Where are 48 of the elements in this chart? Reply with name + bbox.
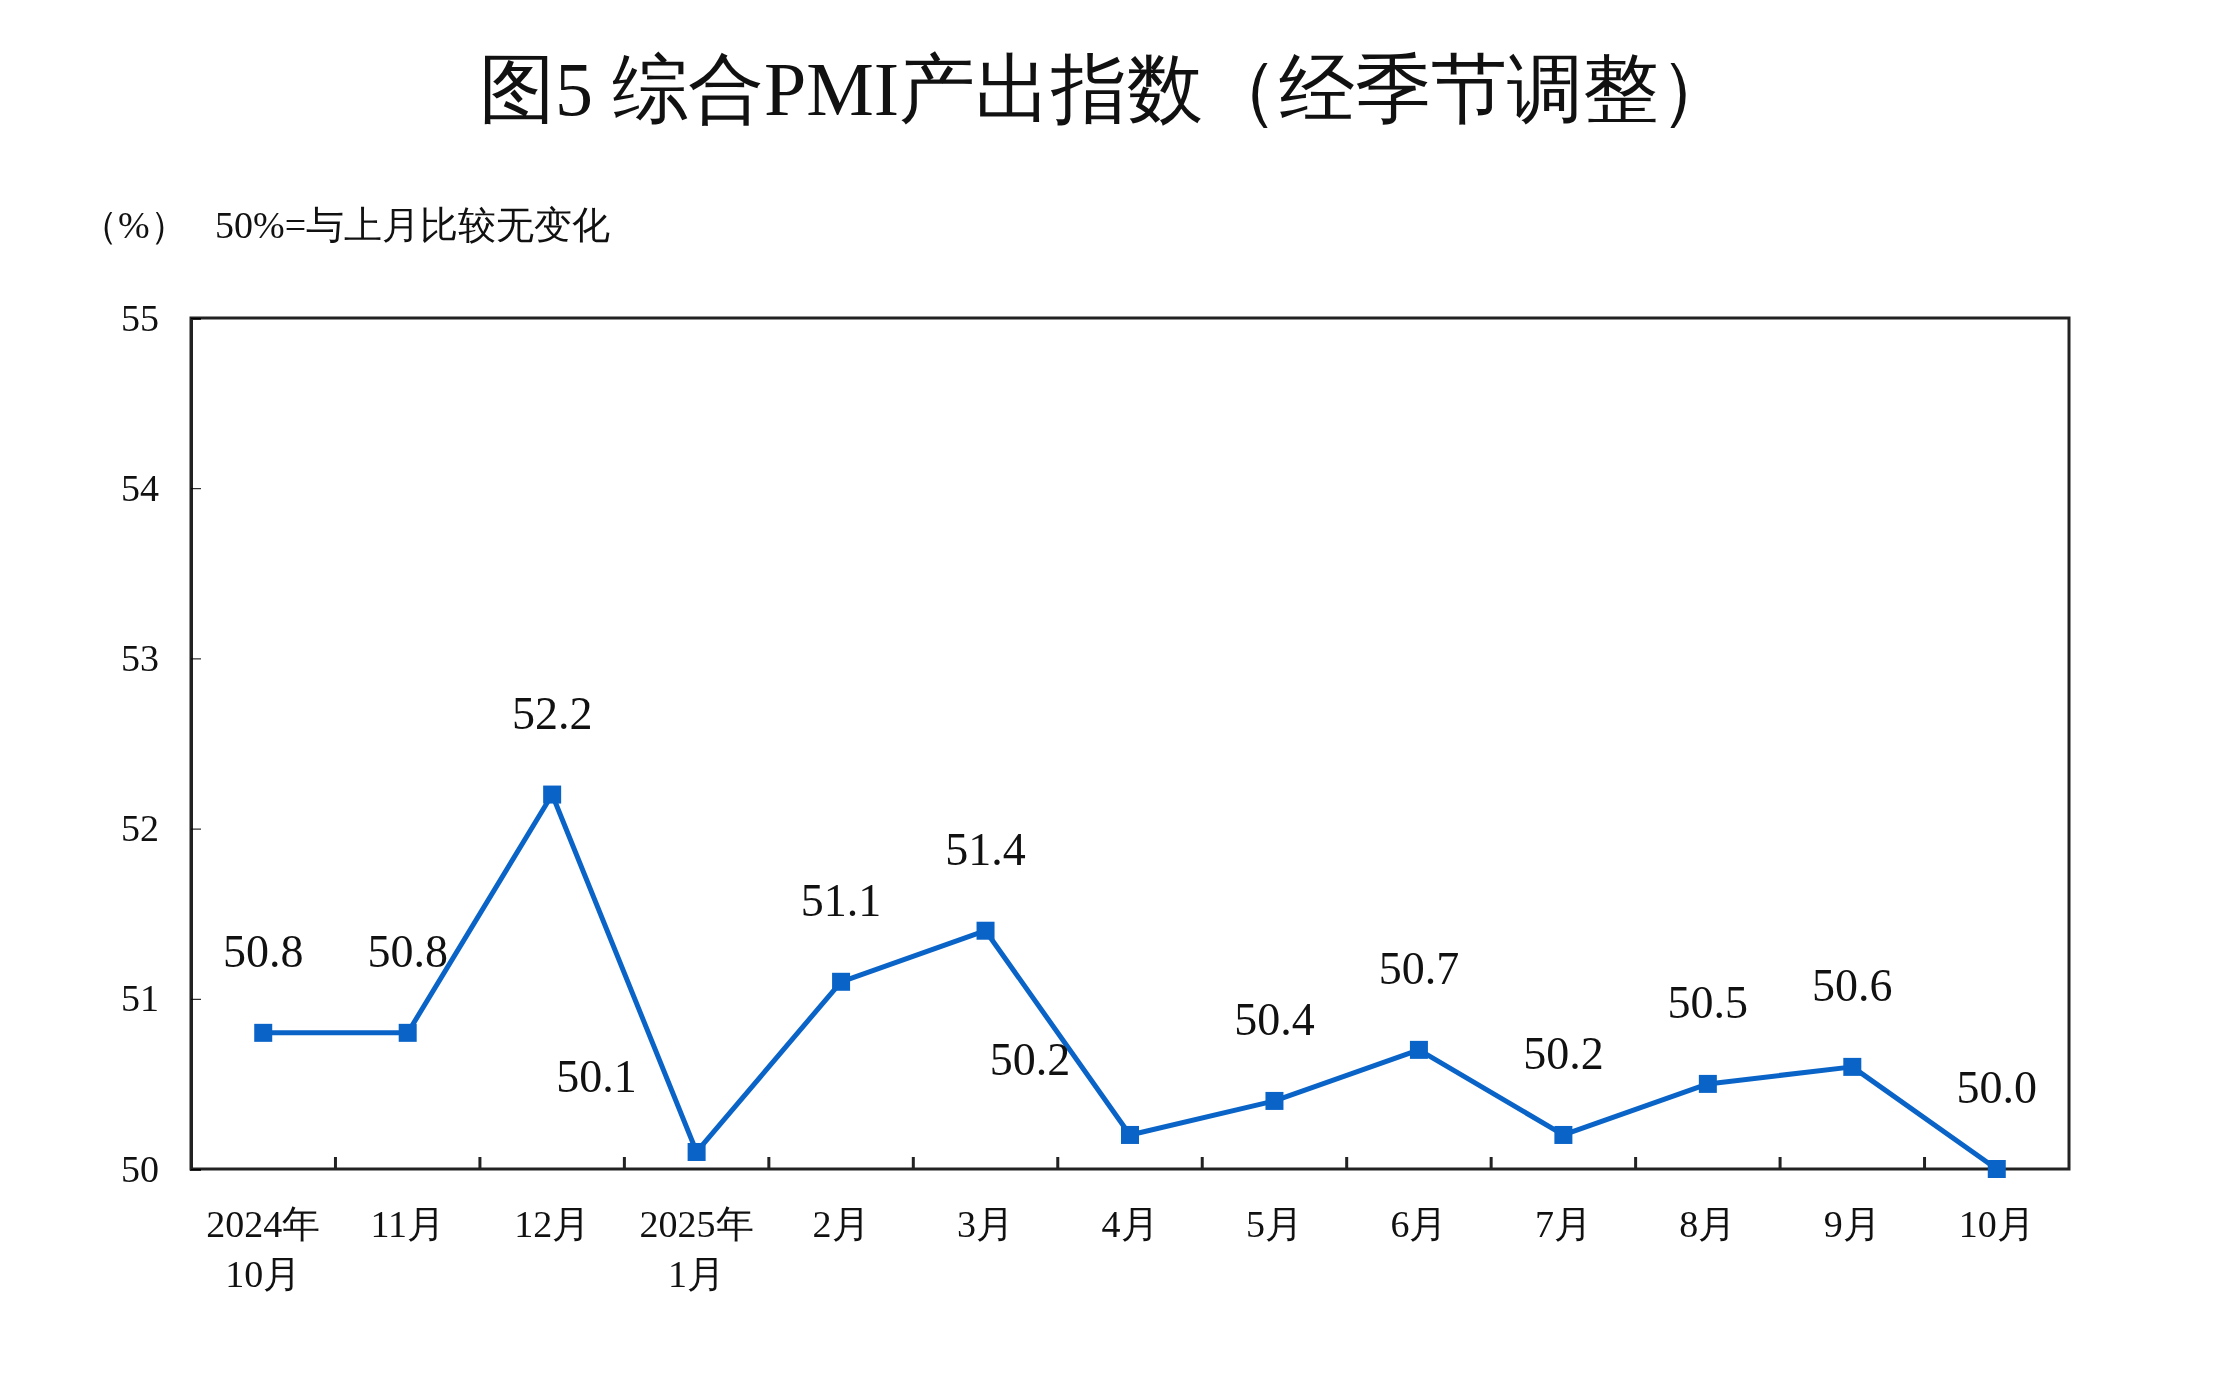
text: 50%=与上月比较无变化 xyxy=(215,204,611,246)
point xyxy=(543,785,562,804)
x-tick-label: 9月 xyxy=(1823,1203,1881,1245)
data-label: 51.1 xyxy=(800,874,882,926)
data-label: 51.4 xyxy=(945,823,1026,875)
point xyxy=(254,1023,273,1042)
data-label: 50.8 xyxy=(222,925,304,977)
x-tick-label: 5月 xyxy=(1245,1203,1303,1245)
point xyxy=(976,921,995,940)
x-tick-label: 11月 xyxy=(370,1203,445,1245)
x-tick-label: 2月 xyxy=(812,1203,870,1245)
x-tick-label: 3月 xyxy=(957,1203,1015,1245)
x-tick-label: 8月 xyxy=(1679,1203,1737,1245)
data-label: 50.6 xyxy=(1812,959,1893,1011)
x-tick-label: 10月 xyxy=(1958,1203,2035,1245)
y-axis-title: （%） xyxy=(80,204,188,246)
data-label: 50.2 xyxy=(1523,1027,1604,1079)
x-tick-label: 7月 xyxy=(1534,1203,1592,1245)
point xyxy=(1121,1125,1139,1144)
point xyxy=(1265,1091,1284,1110)
point xyxy=(1843,1057,1862,1076)
x-tick-label: 4月 xyxy=(1101,1203,1159,1245)
point xyxy=(1987,1160,2006,1178)
point xyxy=(1409,1040,1428,1059)
y-tick-label: 50 xyxy=(121,1147,159,1190)
y-tick-label: 51 xyxy=(121,977,159,1020)
data-label: 52.2 xyxy=(511,687,593,739)
y-tick-label: 53 xyxy=(121,637,159,680)
y-tick-label: 54 xyxy=(121,466,159,509)
point xyxy=(1554,1125,1573,1144)
point xyxy=(832,972,851,991)
data-label: 50.2 xyxy=(989,1033,1071,1085)
x-tick-label: 2025年 1月 xyxy=(639,1203,754,1295)
x-tick-label: 6月 xyxy=(1390,1203,1448,1245)
chart-title: 图5 综合PMI产出指数（经季节调整） xyxy=(478,47,1736,131)
y-tick-label: 52 xyxy=(121,807,159,850)
data-label: 50.5 xyxy=(1667,976,1749,1028)
data-label: 50.8 xyxy=(367,925,448,977)
x-tick-label: 12月 xyxy=(514,1203,591,1245)
data-label: 50.4 xyxy=(1234,993,1315,1045)
point xyxy=(398,1023,417,1042)
x-tick-label: 2024年 10月 xyxy=(206,1203,321,1295)
point xyxy=(1698,1074,1717,1093)
data-label: 50.7 xyxy=(1378,942,1460,994)
y-tick-label: 55 xyxy=(121,296,159,339)
point xyxy=(687,1142,706,1161)
data-label: 50.1 xyxy=(556,1050,637,1102)
data-label: 50.0 xyxy=(1956,1062,2038,1113)
